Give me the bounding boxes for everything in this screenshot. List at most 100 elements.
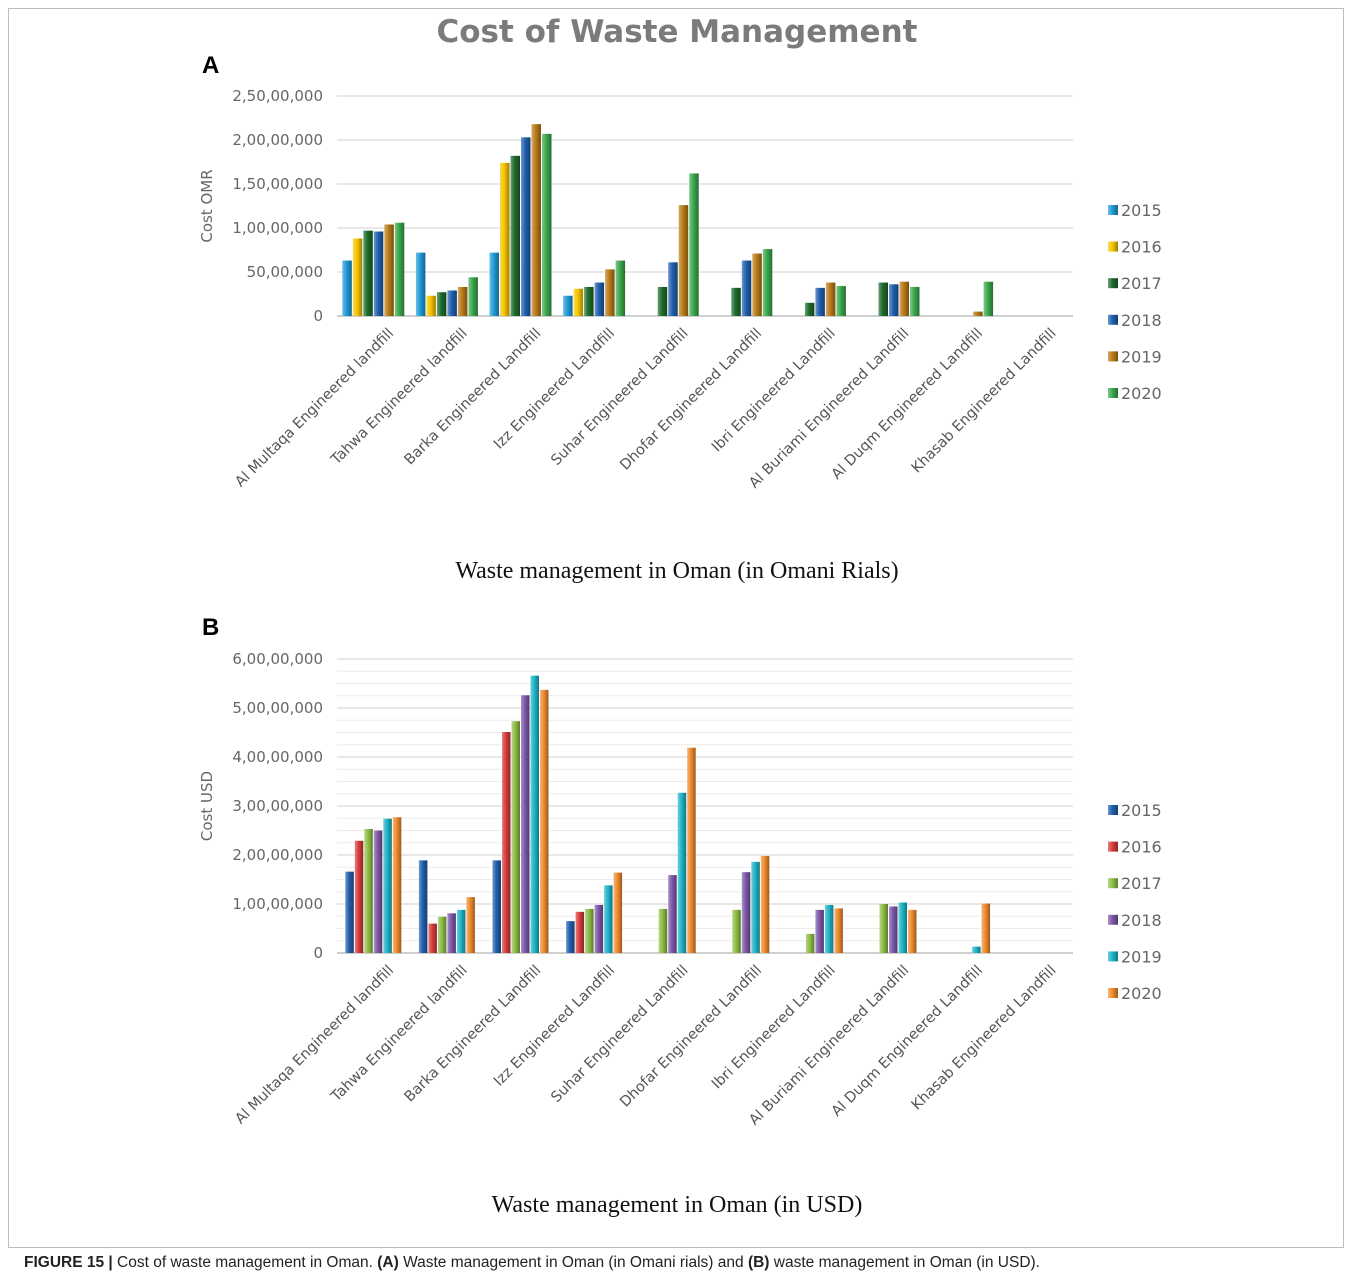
- legend-label: 2019: [1121, 347, 1162, 366]
- x-category-label: Dhofar Engineered Landfill: [617, 963, 765, 1111]
- bar-2017: [363, 230, 373, 316]
- figure-caption: FIGURE 15 | Cost of waste management in …: [24, 1254, 1040, 1272]
- bar-2020: [760, 855, 770, 953]
- y-tick-label: 0: [313, 307, 323, 325]
- panel-a-letter: A: [202, 52, 220, 79]
- bar-2019: [752, 253, 762, 316]
- bar-2016: [352, 238, 363, 316]
- legend-swatch: [1108, 951, 1118, 962]
- bar-2018: [668, 262, 678, 316]
- bar-2017: [878, 282, 888, 316]
- bar-2018: [815, 909, 824, 953]
- legend-label: 2018: [1121, 911, 1162, 930]
- bar-2019: [973, 311, 983, 316]
- caption-text-2: Waste management in Oman (in Omani rials…: [398, 1254, 748, 1271]
- caption-label: FIGURE 15 |: [24, 1254, 113, 1271]
- bar-2018: [889, 906, 898, 953]
- bar-2019: [677, 792, 687, 953]
- x-category-label: Tahwa Engineered landfill: [328, 963, 471, 1106]
- bar-2020: [983, 281, 994, 316]
- bar-2020: [910, 286, 920, 316]
- bar-2017: [879, 904, 888, 953]
- legend-swatch: [1108, 241, 1118, 252]
- bar-2016: [575, 911, 585, 953]
- bar-2020: [613, 872, 623, 953]
- y-tick-label: 1,00,00,000: [232, 895, 323, 913]
- bar-2017: [732, 909, 741, 953]
- bar-2016: [428, 923, 437, 953]
- bar-2020: [540, 689, 549, 953]
- bar-2017: [511, 721, 520, 953]
- bars: [342, 124, 994, 316]
- bar-2020: [687, 747, 696, 953]
- bar-2020: [908, 909, 917, 953]
- x-category-label: Al Duqm Engineered Landfill: [829, 963, 986, 1120]
- bar-2015: [489, 252, 499, 316]
- caption-text-3: waste management in Oman (in USD).: [769, 1254, 1040, 1271]
- caption-ref-a: (A): [377, 1254, 399, 1271]
- x-category-label: Ibri Engineered Landfill: [709, 963, 839, 1093]
- bar-2015: [492, 860, 501, 953]
- legend-swatch: [1108, 351, 1118, 362]
- bar-2018: [594, 904, 604, 953]
- bar-2018: [668, 875, 677, 953]
- bar-2016: [573, 288, 584, 316]
- bar-2018: [521, 695, 530, 953]
- legend-swatch: [1108, 914, 1118, 925]
- x-category-label: Barka Engineered Landfill: [402, 963, 545, 1106]
- bar-2020: [834, 908, 843, 953]
- panel-b-letter: B: [202, 614, 220, 641]
- bar-2020: [392, 817, 402, 953]
- bar-2015: [418, 860, 428, 953]
- bar-2018: [373, 231, 384, 316]
- y-tick-label: 4,00,00,000: [232, 748, 323, 766]
- x-category-label: Khasab Engineered Landfill: [909, 963, 1060, 1114]
- y-tick-label: 2,00,00,000: [232, 131, 323, 149]
- legend-label: 2015: [1121, 201, 1162, 220]
- bar-2016: [354, 840, 364, 953]
- bar-2017: [657, 286, 668, 316]
- x-category-label: Al Multaqa Engineered landfill: [232, 963, 397, 1128]
- figure-frame: [8, 8, 1344, 1248]
- legend: 2015 2016 2017 2018 2019 2020: [1108, 201, 1162, 403]
- x-category-label: Izz Engineered Landfill: [491, 963, 618, 1090]
- bar-2017: [658, 908, 668, 953]
- bar-2020: [762, 249, 773, 316]
- bar-2019: [898, 902, 907, 953]
- legend-label: 2020: [1121, 984, 1162, 1003]
- legend-label: 2015: [1121, 801, 1162, 820]
- y-tick-label: 1,50,00,000: [232, 175, 323, 193]
- bar-2019: [824, 904, 834, 953]
- bar-2018: [815, 287, 825, 316]
- bar-2019: [531, 124, 541, 316]
- bar-2018: [373, 830, 383, 953]
- bar-2018: [594, 282, 605, 316]
- legend-swatch: [1108, 841, 1118, 852]
- bar-2020: [615, 260, 626, 316]
- legend-label: 2017: [1121, 274, 1162, 293]
- bar-2019: [751, 861, 760, 953]
- bar-2020: [542, 133, 552, 316]
- y-axis-label: Cost OMR: [198, 169, 216, 242]
- bar-2017: [437, 916, 447, 953]
- bar-2020: [981, 903, 991, 953]
- bars: [345, 675, 991, 953]
- legend-swatch: [1108, 314, 1118, 325]
- bar-2015: [342, 260, 352, 316]
- legend-label: 2016: [1121, 838, 1162, 857]
- bar-2017: [804, 302, 815, 316]
- bar-2020: [836, 286, 846, 316]
- legend-label: 2020: [1121, 384, 1162, 403]
- bar-2017: [584, 286, 594, 316]
- legend-label: 2016: [1121, 238, 1162, 257]
- bar-2019: [383, 818, 392, 953]
- legend-label: 2019: [1121, 947, 1162, 966]
- y-tick-label: 2,50,00,000: [232, 87, 323, 105]
- chart-b-subtitle: Waste management in Oman (in USD): [491, 1192, 863, 1218]
- legend-label: 2017: [1121, 874, 1162, 893]
- bar-2018: [889, 284, 899, 316]
- bar-2015: [563, 295, 573, 316]
- legend: 2015 2016 2017 2018 2019 2020: [1108, 801, 1162, 1003]
- bar-2019: [899, 281, 909, 316]
- bar-2016: [502, 732, 511, 953]
